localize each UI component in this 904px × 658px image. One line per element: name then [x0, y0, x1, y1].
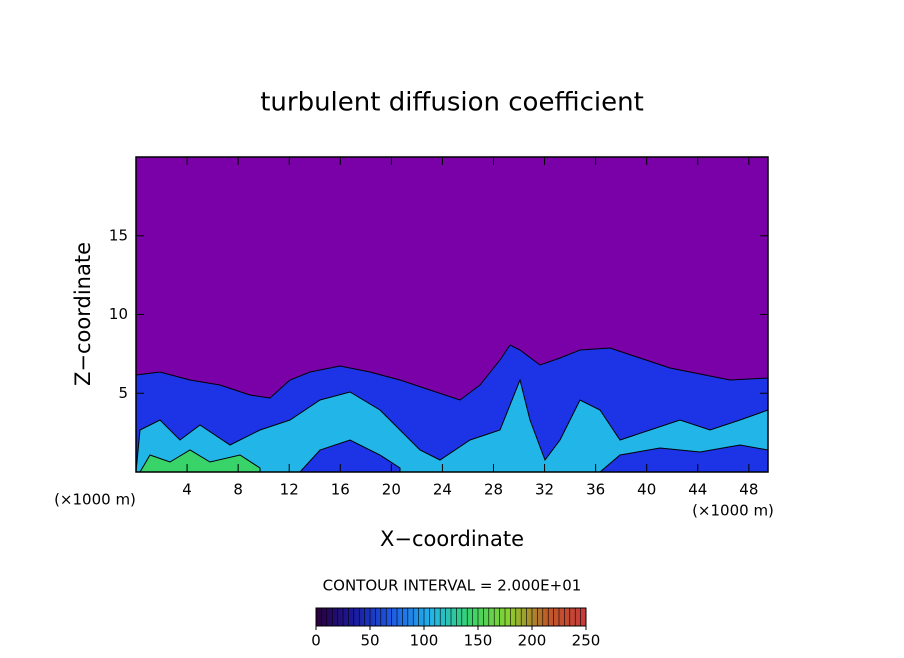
x-tick-label: 48 — [739, 481, 758, 499]
x-tick-label: 16 — [331, 481, 350, 499]
x-tick-label: 20 — [382, 481, 401, 499]
colorbar-tick-label: 50 — [360, 632, 379, 650]
x-tick-label: 12 — [280, 481, 299, 499]
y-tick-label: 10 — [109, 305, 128, 323]
x-tick-label: 32 — [535, 481, 554, 499]
y-tick-label: 5 — [118, 384, 128, 402]
y-axis-label: Z−coordinate — [71, 242, 95, 386]
x-axis-label: X−coordinate — [380, 527, 524, 551]
x-tick-label: 44 — [688, 481, 707, 499]
chart-title: turbulent diffusion coefficient — [260, 88, 644, 118]
x-tick-label: 4 — [182, 481, 192, 499]
x-tick-label: 36 — [586, 481, 605, 499]
colorbar-tick-label: 250 — [572, 632, 601, 650]
x-unit-label: (×1000 m) — [54, 491, 136, 509]
colorbar-tick-label: 200 — [518, 632, 547, 650]
x-tick-label: 40 — [637, 481, 656, 499]
field-region — [135, 378, 769, 473]
x-tick-label: 8 — [233, 481, 243, 499]
colorbar-tick-label: 150 — [464, 632, 493, 650]
y-tick-label: 15 — [109, 226, 128, 244]
x-tick-label: 24 — [433, 481, 452, 499]
colorbar-tick-label: 100 — [410, 632, 439, 650]
contour-note: CONTOUR INTERVAL = 2.000E+01 — [323, 577, 582, 595]
field-region — [139, 449, 261, 473]
x-unit-label: (×1000 m) — [692, 502, 774, 520]
plot-area — [135, 156, 769, 473]
colorbar-tick-label: 0 — [311, 632, 321, 650]
x-tick-label: 28 — [484, 481, 503, 499]
